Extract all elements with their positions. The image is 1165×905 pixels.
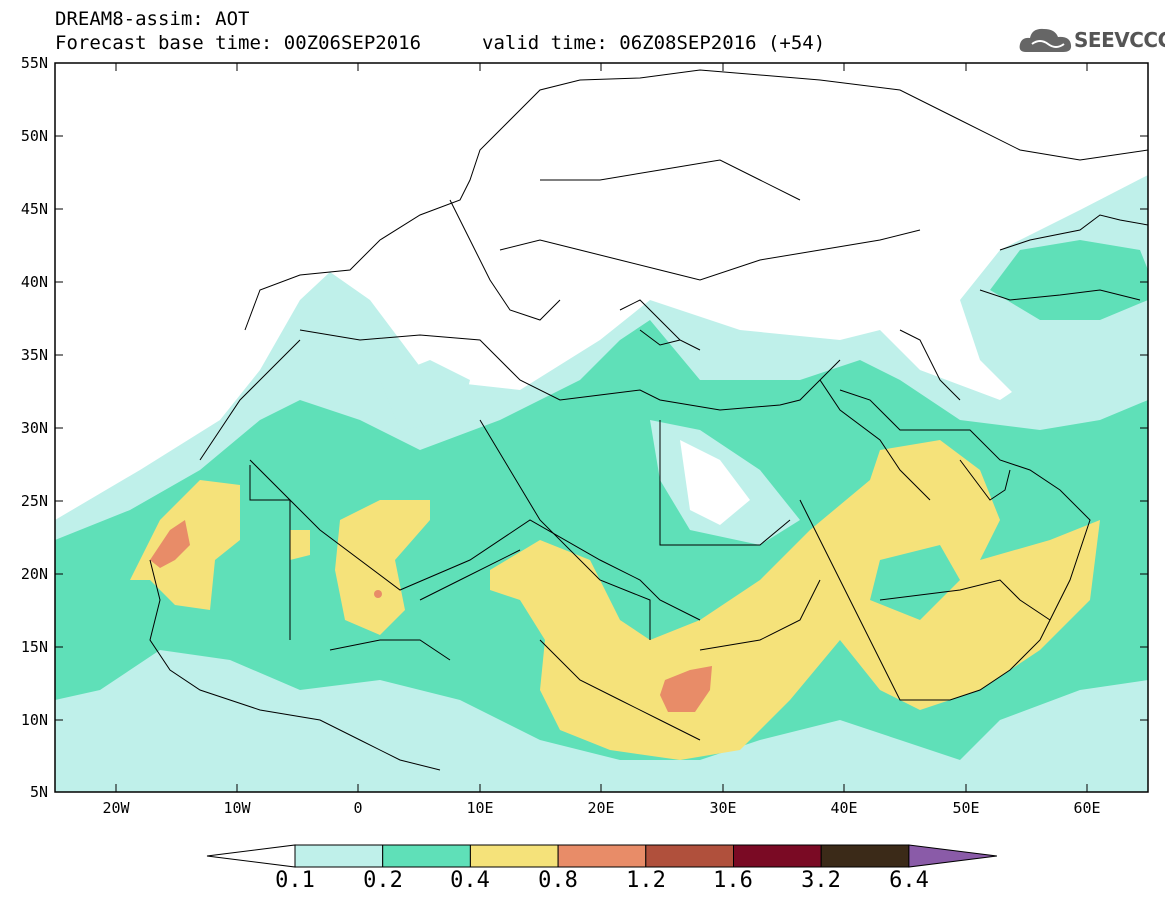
cloud-icon: [1019, 28, 1072, 52]
map-title: DREAM8-assim: AOT: [55, 8, 250, 30]
valid-time: valid time: 06Z08SEP2016 (+54): [482, 32, 826, 54]
lat-label: 55N: [21, 54, 48, 72]
lon-axis: [115, 63, 1088, 792]
lat-label: 50N: [21, 127, 48, 145]
legend-label: 0.8: [538, 868, 578, 893]
lat-label: 5N: [30, 783, 48, 801]
aot-band-0.8: [150, 520, 190, 568]
aot-band-0.8: [374, 590, 382, 598]
lon-label: 50E: [952, 799, 979, 817]
lat-label: 25N: [21, 492, 48, 510]
logo-text: SEEVCCC: [1074, 28, 1165, 52]
lon-labels: 20W 10W 0 10E 20E 30E 40E 50E 60E: [102, 799, 1100, 817]
lon-label: 30E: [709, 799, 736, 817]
lon-label: 10W: [223, 799, 251, 817]
lat-axis: [55, 62, 1148, 721]
legend-swatch: [469, 844, 559, 868]
lat-label: 10N: [21, 711, 48, 729]
legend-label: 0.2: [363, 868, 403, 893]
legend-swatch: [733, 844, 822, 868]
lat-label: 45N: [21, 200, 48, 218]
lon-label: 10E: [466, 799, 493, 817]
aot-band-0.4: [335, 500, 430, 635]
lat-label: 30N: [21, 419, 48, 437]
lat-label: 40N: [21, 273, 48, 291]
lat-labels: 55N 50N 45N 40N 35N 30N 25N 20N 15N 10N …: [21, 54, 48, 801]
aot-band-0.2: [990, 240, 1148, 320]
legend-swatch: [645, 844, 734, 868]
lon-label: 20E: [587, 799, 614, 817]
legend-label: 0.4: [450, 868, 490, 893]
legend-swatch: [382, 844, 471, 868]
legend-swatch: [557, 844, 647, 868]
legend-swatch: [820, 844, 910, 868]
aot-band-0.4: [490, 440, 1100, 760]
forecast-base-time: Forecast base time: 00Z06SEP2016: [55, 32, 422, 54]
legend-label: 1.6: [713, 868, 753, 893]
lat-label: 35N: [21, 346, 48, 364]
lon-label: 20W: [102, 799, 130, 817]
lon-label: 40E: [830, 799, 857, 817]
legend-arrow-high: [908, 844, 997, 868]
legend-arrow-low: [206, 844, 296, 868]
legend-swatch: [294, 844, 384, 868]
lon-label: 0: [353, 799, 362, 817]
lon-label: 60E: [1073, 799, 1100, 817]
legend-label: 1.2: [626, 868, 666, 893]
legend-label: 6.4: [889, 868, 929, 893]
legend-label: 0.1: [275, 868, 315, 893]
coastlines: [149, 69, 1148, 771]
seevccc-logo: SEEVCCC: [1018, 24, 1165, 58]
legend-label: 3.2: [801, 868, 841, 893]
aot-field: [55, 63, 1148, 792]
legend-colorbar: [206, 844, 997, 868]
lat-label: 20N: [21, 565, 48, 583]
aot-band-0.8: [660, 666, 712, 712]
lat-label: 15N: [21, 638, 48, 656]
